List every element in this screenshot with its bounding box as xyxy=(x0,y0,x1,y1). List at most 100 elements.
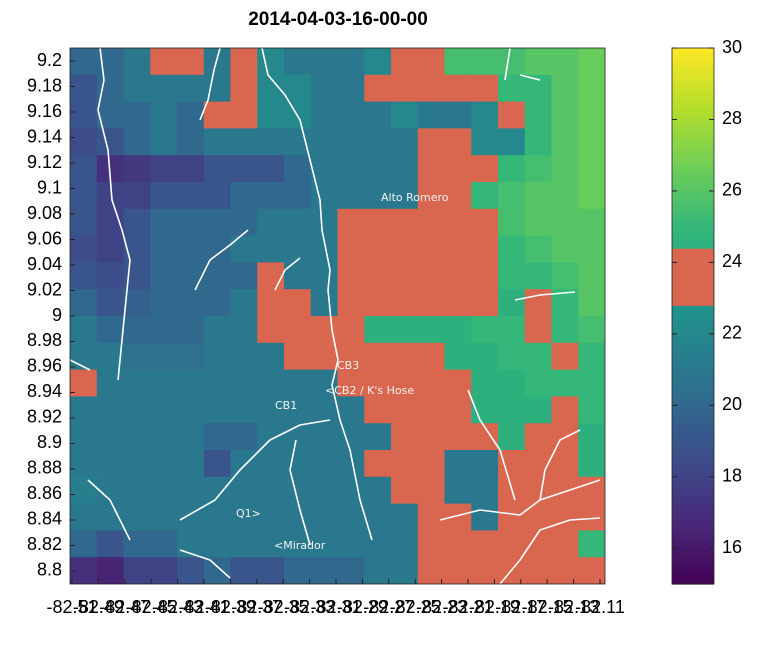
colorbar-swatch xyxy=(672,298,714,301)
colorbar-swatch xyxy=(672,205,714,208)
heatmap-cell xyxy=(96,262,124,290)
y-tick-label: 8.82 xyxy=(27,534,62,554)
heatmap-cell xyxy=(551,557,579,584)
x-tick-label: -82.39 xyxy=(205,597,256,617)
heatmap-cell xyxy=(498,48,526,76)
colorbar-swatch xyxy=(672,224,714,228)
colorbar-swatch xyxy=(672,467,714,471)
colorbar-swatch xyxy=(672,333,714,337)
heatmap-cell xyxy=(70,182,98,210)
colorbar-swatch xyxy=(672,323,714,326)
heatmap-cell xyxy=(524,262,552,290)
colorbar-swatch xyxy=(672,244,714,247)
heatmap-cell xyxy=(578,289,605,317)
y-tick-label: 8.98 xyxy=(27,330,62,350)
colorbar-swatch xyxy=(672,483,714,487)
heatmap-cell xyxy=(551,476,579,505)
colorbar-swatch xyxy=(672,123,714,126)
colorbar-swatch xyxy=(672,335,714,339)
colorbar-swatch xyxy=(672,203,714,206)
river xyxy=(519,74,541,81)
heatmap-cell xyxy=(70,48,98,76)
colorbar-swatch xyxy=(672,73,714,76)
heatmap-cell xyxy=(284,74,312,103)
colorbar-swatch xyxy=(672,67,714,71)
heatmap-cell xyxy=(524,557,552,584)
heatmap-cell xyxy=(524,396,552,424)
heatmap-cell xyxy=(230,557,258,584)
colorbar-swatch xyxy=(672,378,714,381)
heatmap-cell xyxy=(444,316,472,344)
colorbar-swatch xyxy=(672,525,714,528)
colorbar-swatch xyxy=(672,146,714,149)
heatmap-cell xyxy=(230,530,258,558)
river xyxy=(261,48,339,361)
colorbar-swatch xyxy=(672,508,714,512)
colorbar-swatch xyxy=(672,374,714,378)
rivers xyxy=(70,48,601,584)
heatmap-cell xyxy=(150,342,178,371)
colorbar-swatch xyxy=(672,389,714,392)
colorbar-swatch xyxy=(672,349,714,353)
colorbar-swatch xyxy=(672,290,714,294)
heatmap-cell xyxy=(337,262,365,290)
colorbar-swatch xyxy=(672,92,714,96)
heatmap-cell xyxy=(498,423,526,451)
colorbar-swatch xyxy=(672,287,714,290)
heatmap-cell xyxy=(177,396,205,424)
colorbar-swatch xyxy=(672,139,714,142)
x-tick-label: -82.45 xyxy=(126,597,177,617)
colorbar-swatch xyxy=(672,232,714,235)
heatmap-cell xyxy=(230,316,258,344)
colorbar-swatch xyxy=(672,489,714,492)
map-annotation: Q1> xyxy=(236,507,261,520)
heatmap-cell xyxy=(70,74,98,103)
heatmap-cell xyxy=(471,316,499,344)
heatmap-cell xyxy=(578,557,605,584)
x-tick-label: -82.31 xyxy=(310,597,361,617)
colorbar-swatch xyxy=(672,131,714,135)
heatmap-cell xyxy=(391,369,419,397)
heatmap-cell xyxy=(417,208,445,237)
heatmap-cell xyxy=(257,342,285,371)
heatmap-cell xyxy=(96,289,124,317)
map-annotation: CB3 xyxy=(337,359,359,372)
colorbar-swatch xyxy=(672,414,714,417)
heatmap-cell xyxy=(70,235,98,263)
colorbar-swatch xyxy=(672,71,714,74)
colorbar-swatch xyxy=(672,342,714,346)
heatmap-cell xyxy=(203,155,231,183)
colorbar-swatch xyxy=(672,151,714,155)
river xyxy=(499,517,601,584)
heatmap-cell xyxy=(177,262,205,290)
map-annotation: <CB2 / K's Hose xyxy=(325,384,414,397)
heatmap-cell xyxy=(177,182,205,210)
colorbar-swatch xyxy=(672,278,714,281)
heatmap-cell xyxy=(284,503,312,531)
colorbar-swatch xyxy=(672,475,714,478)
colorbar-swatch xyxy=(672,505,714,508)
y-tick-label: 9.06 xyxy=(27,228,62,248)
x-tick-label: -82.15 xyxy=(522,597,573,617)
colorbar-swatch xyxy=(672,49,714,53)
heatmap-cell xyxy=(498,369,526,397)
colorbar-swatch xyxy=(672,407,714,410)
heatmap-cell xyxy=(96,235,124,263)
heatmap-cell xyxy=(391,557,419,584)
heatmap-cell xyxy=(417,101,445,129)
heatmap-cell xyxy=(444,74,472,103)
colorbar-swatch xyxy=(672,487,714,490)
heatmap-cell xyxy=(70,289,98,317)
colorbar-swatch xyxy=(672,492,714,496)
colorbar-swatch xyxy=(672,240,714,244)
colorbar-swatch xyxy=(672,299,714,303)
heatmap-cell xyxy=(284,262,312,290)
colorbar-swatch xyxy=(672,212,714,215)
y-tick-label: 9.14 xyxy=(27,126,62,146)
heatmap-cell xyxy=(364,503,392,531)
heatmap-cell xyxy=(150,235,178,263)
colorbar-swatch xyxy=(672,228,714,231)
colorbar-swatch xyxy=(672,99,714,103)
heatmap-cell xyxy=(391,262,419,290)
heatmap xyxy=(70,48,605,584)
